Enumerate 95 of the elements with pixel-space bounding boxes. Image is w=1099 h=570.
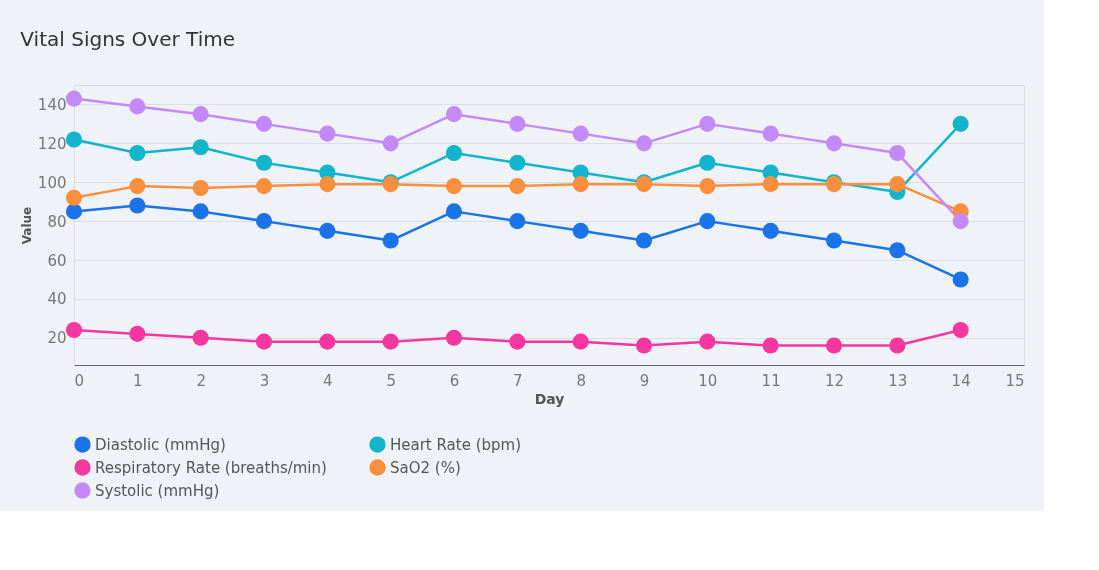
x-tick-label: 2 xyxy=(196,371,206,390)
legend-label: Diastolic (mmHg) xyxy=(95,435,226,454)
point xyxy=(825,337,843,354)
point xyxy=(952,271,969,288)
x-tick-label: 13 xyxy=(888,371,908,390)
point xyxy=(699,115,716,132)
y-tick-label: 140 xyxy=(37,95,67,114)
x-tick-label: 4 xyxy=(323,371,333,390)
point xyxy=(319,333,336,350)
point xyxy=(65,321,83,339)
point xyxy=(699,178,716,195)
point xyxy=(762,337,779,354)
point xyxy=(635,232,653,249)
point xyxy=(952,213,969,230)
point xyxy=(509,154,526,171)
point xyxy=(319,176,336,193)
point xyxy=(889,337,906,354)
point xyxy=(65,189,83,206)
point xyxy=(952,115,969,132)
point xyxy=(509,333,526,350)
x-tick-label: 12 xyxy=(824,371,845,390)
point xyxy=(889,242,906,259)
point xyxy=(825,232,843,249)
point xyxy=(255,178,273,195)
point xyxy=(192,329,209,346)
point xyxy=(699,333,716,350)
point xyxy=(129,178,146,195)
point xyxy=(129,325,146,342)
point xyxy=(572,125,589,142)
point xyxy=(255,115,273,132)
x-tick-label: 5 xyxy=(386,371,396,390)
y-axis-title: Value xyxy=(19,206,34,245)
point xyxy=(572,222,589,239)
point xyxy=(762,176,779,193)
y-tick-label: 80 xyxy=(47,212,67,231)
point xyxy=(445,329,463,346)
x-tick-label: 8 xyxy=(576,371,586,390)
y-tick-label: 100 xyxy=(37,173,67,192)
point xyxy=(509,178,526,195)
point xyxy=(255,213,273,230)
y-tick-label: 20 xyxy=(47,329,67,348)
point xyxy=(192,106,209,123)
legend-label: Respiratory Rate (breaths/min) xyxy=(95,458,327,477)
point xyxy=(382,333,399,350)
y-tick-label: 60 xyxy=(47,251,67,270)
x-axis-title: Day xyxy=(534,390,565,407)
point xyxy=(762,125,779,142)
point xyxy=(952,321,969,339)
point xyxy=(889,145,906,162)
x-tick-label: 14 xyxy=(951,371,971,390)
point xyxy=(635,135,653,152)
point xyxy=(889,176,906,193)
point xyxy=(699,154,716,171)
legend-label: SaO2 (%) xyxy=(390,458,461,477)
point xyxy=(65,131,83,148)
point xyxy=(319,125,336,142)
point xyxy=(192,139,209,156)
point xyxy=(572,176,589,193)
point xyxy=(509,213,526,230)
point xyxy=(825,135,843,152)
point xyxy=(382,232,399,249)
legend-label: Heart Rate (bpm) xyxy=(390,435,522,454)
point xyxy=(382,135,399,152)
point xyxy=(65,203,83,220)
point xyxy=(509,115,526,132)
point xyxy=(192,203,209,220)
point xyxy=(129,98,146,115)
x-tick-label: 9 xyxy=(639,371,650,390)
point xyxy=(255,154,273,171)
point xyxy=(129,197,146,214)
x-tick-label: 6 xyxy=(449,371,460,390)
point xyxy=(635,337,653,354)
x-tick-label: 15 xyxy=(1005,371,1025,390)
point xyxy=(65,90,83,107)
point xyxy=(445,145,463,162)
point xyxy=(762,222,779,239)
point xyxy=(129,145,146,162)
point xyxy=(319,222,336,239)
y-tick-label: 40 xyxy=(47,290,67,309)
x-tick-label: 0 xyxy=(74,371,85,390)
x-tick-label: 10 xyxy=(698,371,718,390)
point xyxy=(255,333,273,350)
x-tick-label: 1 xyxy=(133,371,143,390)
point xyxy=(445,203,463,220)
point xyxy=(572,333,589,350)
chart-title: Vital Signs Over Time xyxy=(20,27,235,51)
x-tick-label: 3 xyxy=(259,371,270,390)
x-tick-label: 11 xyxy=(761,371,781,390)
legend-label: Systolic (mmHg) xyxy=(95,481,220,500)
x-tick-label: 7 xyxy=(513,371,523,390)
y-tick-label: 120 xyxy=(37,134,67,153)
point xyxy=(445,178,463,195)
point xyxy=(192,180,209,197)
point xyxy=(699,213,716,230)
point xyxy=(445,106,463,123)
